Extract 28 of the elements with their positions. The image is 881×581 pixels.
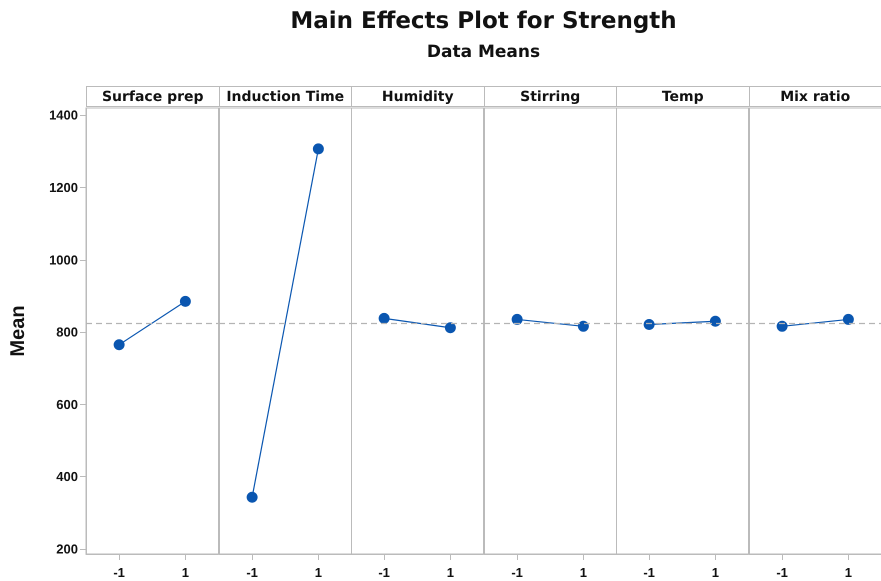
text: Data Means (426, 42, 542, 62)
y-axis-title: Mean (7, 305, 29, 357)
x-tick-label: -1 (246, 565, 258, 580)
y-tick-label: 1000 (49, 252, 78, 268)
x-tick-label: 1 (712, 565, 719, 580)
x-tick-label: -1 (113, 565, 125, 580)
chart-title: Mix ratio (748, 86, 881, 107)
x-tick-label: 1 (446, 565, 454, 580)
y-tick-label: 400 (56, 469, 78, 484)
x-tick-label: -1 (510, 565, 522, 580)
x-tick-label: -1 (776, 565, 788, 580)
x-tick-label: 1 (844, 565, 852, 580)
text: Main Effects Plot for Strength (289, 8, 678, 34)
chart-title: Surface prep (86, 86, 220, 107)
y-tick-label: 200 (56, 541, 78, 556)
chart-title: Humidity (351, 86, 484, 107)
y-tick-label: 1400 (49, 108, 78, 123)
y-tick-label: 800 (56, 324, 78, 340)
chart-title: Temp (616, 86, 750, 107)
chart-title: Induction Time (218, 86, 352, 107)
x-tick-label: 1 (579, 565, 586, 580)
x-tick-label: 1 (314, 565, 322, 580)
x-tick-label: -1 (378, 565, 390, 580)
x-tick-label: -1 (643, 565, 655, 580)
y-tick-label: 600 (56, 396, 78, 412)
x-tick-label: 1 (182, 565, 189, 580)
chart-title: Stirring (484, 86, 617, 107)
y-tick-label: 1200 (49, 180, 78, 196)
